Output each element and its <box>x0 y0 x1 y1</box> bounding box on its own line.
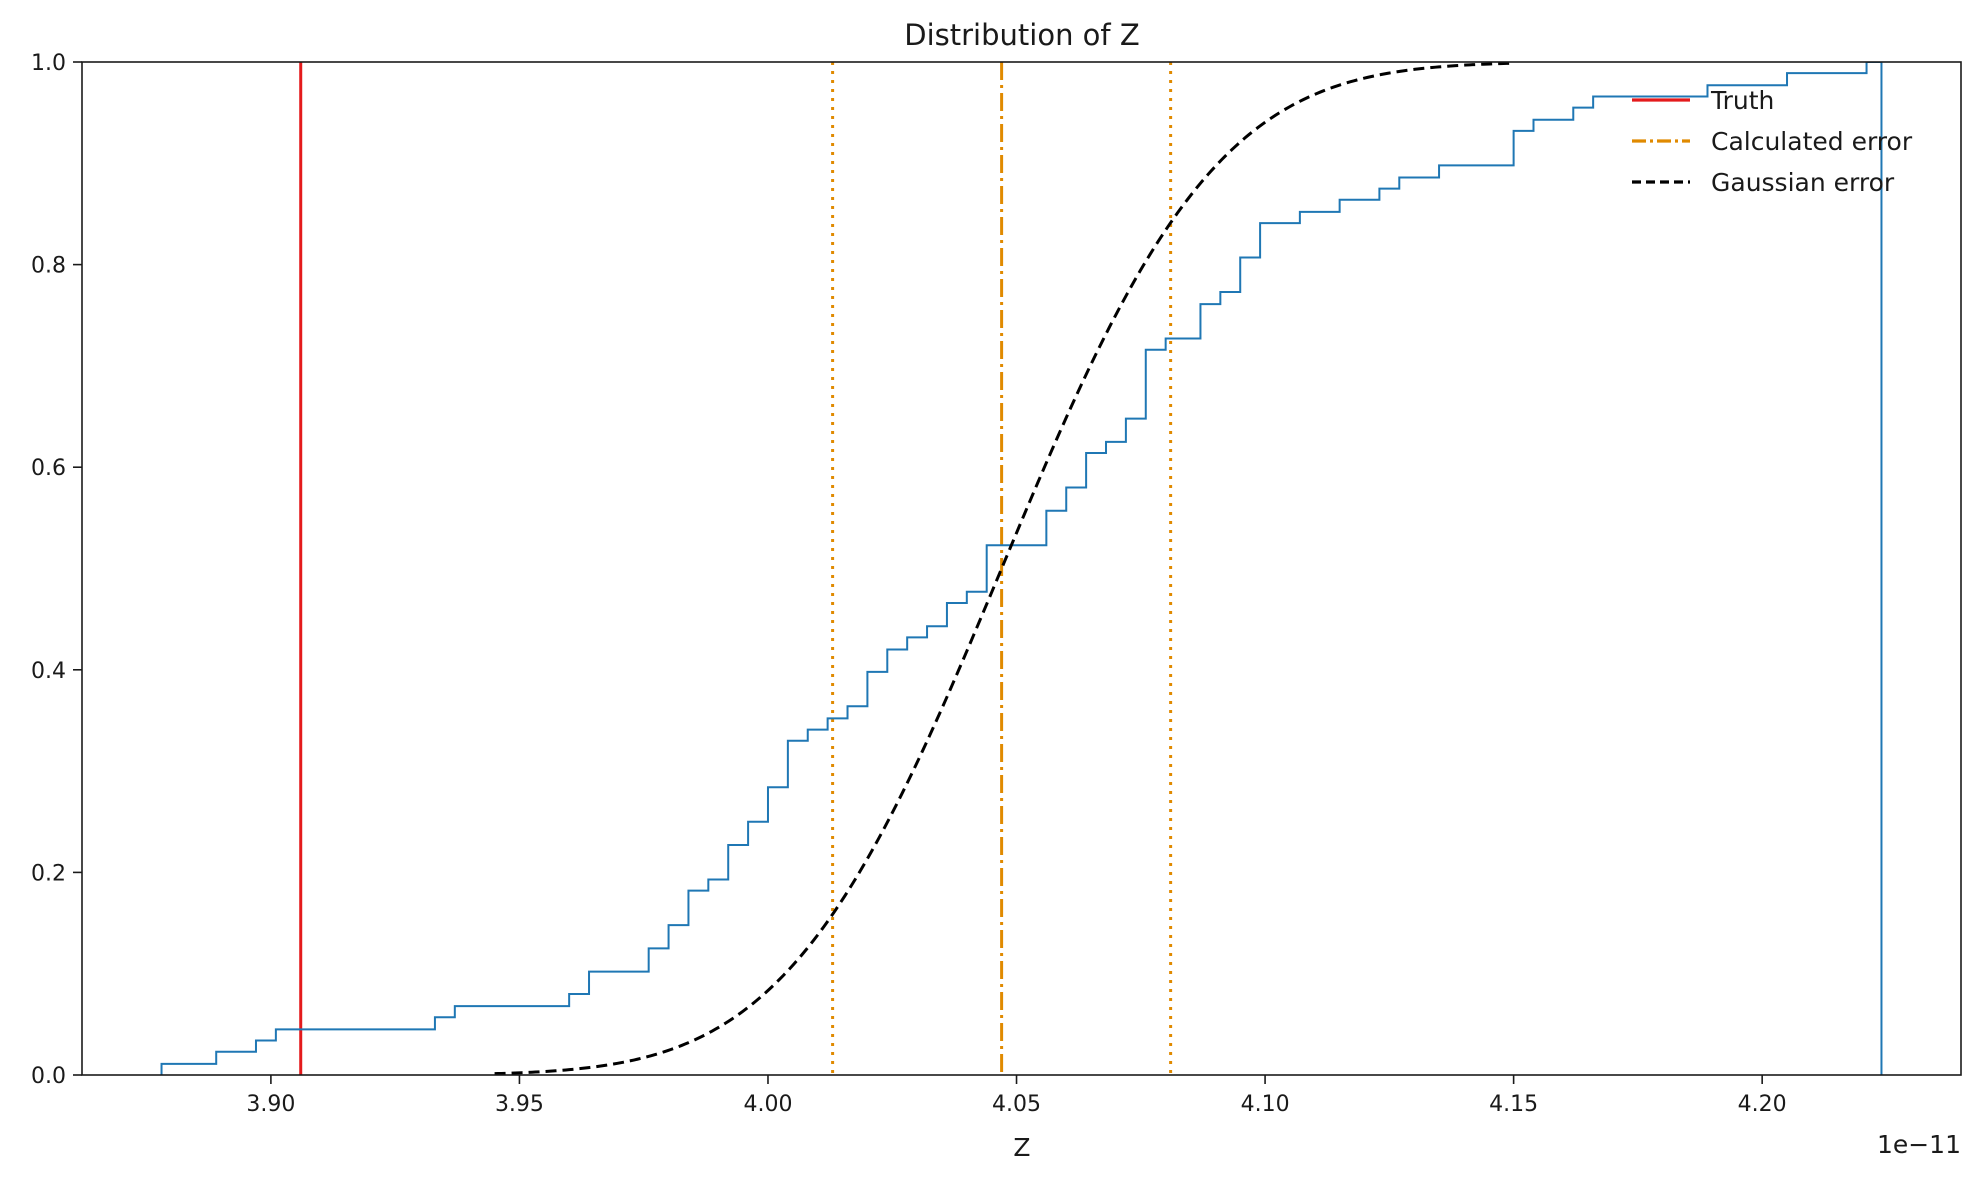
y-tick-label: 0.8 <box>31 254 66 279</box>
x-tick-label: 3.95 <box>495 1092 544 1117</box>
y-tick-label: 0.6 <box>31 456 66 481</box>
x-axis-label: Z <box>1013 1133 1030 1162</box>
x-axis-offset-label: 1e−11 <box>1877 1130 1961 1159</box>
ecdf-series <box>160 62 1882 1075</box>
x-axis: 3.90 3.95 4.00 4.05 4.10 4.15 4.20 <box>246 1075 1787 1117</box>
plot-area <box>160 62 1883 1075</box>
y-axis: 0.0 0.2 0.4 0.6 0.8 1.0 <box>31 51 82 1089</box>
x-tick-label: 4.00 <box>743 1092 792 1117</box>
plot-frame <box>81 61 1962 1076</box>
x-tick-label: 3.90 <box>246 1092 295 1117</box>
y-tick-label: 0.4 <box>31 659 66 684</box>
x-tick-label: 4.20 <box>1738 1092 1787 1117</box>
x-tick-label: 4.10 <box>1241 1092 1290 1117</box>
chart-title: Distribution of Z <box>904 18 1139 52</box>
x-tick-label: 4.05 <box>992 1092 1041 1117</box>
y-tick-label: 0.2 <box>31 861 66 886</box>
legend-label: Gaussian error <box>1711 168 1895 197</box>
y-tick-label: 0.0 <box>31 1064 66 1089</box>
legend-label: Calculated error <box>1711 127 1913 156</box>
legend-label: Truth <box>1710 86 1774 115</box>
x-tick-label: 4.15 <box>1489 1092 1538 1117</box>
gaussian-error-curve <box>494 62 1514 1075</box>
y-tick-label: 1.0 <box>31 51 66 76</box>
legend: Truth Calculated error Gaussian error <box>1632 86 1913 197</box>
